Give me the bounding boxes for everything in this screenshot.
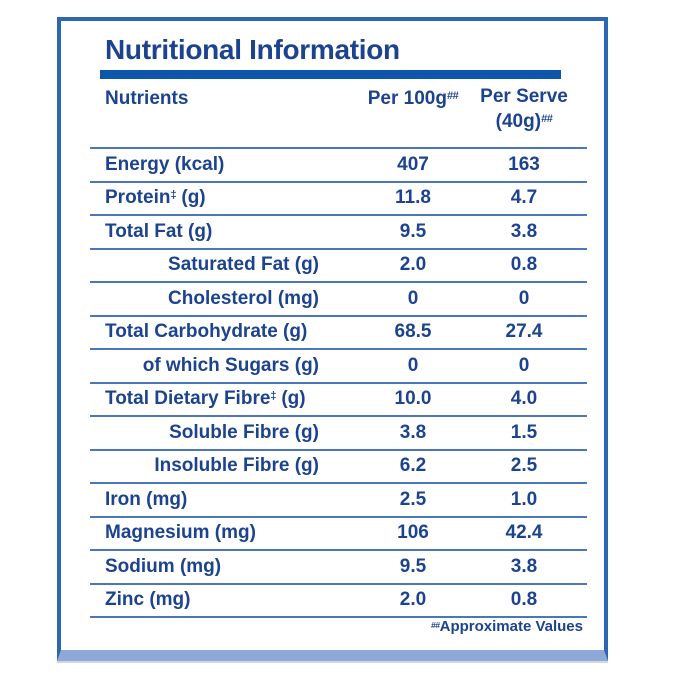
value-per-100g: 3.8	[399, 421, 427, 443]
value-per-100g: 407	[397, 153, 429, 175]
value-per-100g: 9.5	[399, 220, 427, 242]
footnote-text: Approximate Values	[439, 618, 583, 635]
nutrient-name-text: Cholesterol (mg)	[168, 287, 319, 309]
value-per-100g: 10.0	[394, 388, 432, 410]
nutrient-footnote-marker: ‡	[170, 189, 177, 202]
col-header-per-100g: Per 100g##	[355, 85, 471, 110]
nutrient-name: Soluble Fibre (g)	[90, 422, 355, 444]
nutrition-panel: Nutritional Information Nutrients Per 10…	[57, 17, 608, 661]
value-per-serve: 27.4	[505, 321, 543, 343]
value-per-serve: 1.5	[510, 421, 538, 443]
nutrient-name-text: Sodium (mg)	[105, 555, 222, 577]
per-serve-footnote-marker: ##	[541, 113, 553, 125]
nutrient-name: Insoluble Fibre (g)	[90, 455, 355, 477]
value-per-serve: 0.8	[510, 254, 538, 276]
table-row: Saturated Fat (g) 2.0 0.8	[90, 247, 587, 282]
value-per-serve: 1.0	[510, 488, 538, 510]
nutrient-name-text: Zinc (mg)	[105, 589, 191, 611]
panel-title: Nutritional Information	[105, 34, 400, 65]
table-row: Iron (mg) 2.5 1.0	[90, 482, 587, 516]
footnote-marker: ##	[430, 619, 440, 630]
col-header-per-serve-line2: (40g)##	[471, 108, 577, 133]
value-per-serve: 0	[518, 354, 530, 376]
table-row: Soluble Fibre (g) 3.8 1.5	[90, 415, 587, 449]
nutrient-name: Protein‡ (g)	[90, 187, 355, 209]
value-per-100g: 11.8	[395, 187, 431, 209]
table-row: Total Fat (g) 9.5 3.8	[90, 214, 587, 248]
nutrient-name: Magnesium (mg)	[90, 522, 355, 544]
value-per-serve: 4.0	[510, 388, 538, 410]
table-row: Sodium (mg) 9.5 3.8	[90, 549, 587, 583]
nutrient-name-text: Total Fat (g)	[105, 220, 213, 242]
value-per-serve: 3.8	[510, 555, 538, 577]
nutrient-name: Energy (kcal)	[90, 154, 355, 176]
value-per-100g: 9.5	[399, 555, 427, 577]
nutrient-name-text: Total Dietary Fibre	[105, 388, 271, 410]
nutrient-name: Iron (mg)	[90, 489, 355, 511]
nutrient-name: Zinc (mg)	[90, 589, 355, 611]
value-per-serve: 42.4	[505, 522, 543, 544]
col-header-per-serve-line1: Per Serve	[480, 86, 568, 107]
nutrient-name-text: Iron (mg)	[105, 488, 188, 510]
per-serve-amount: (40g)	[495, 110, 542, 132]
nutrient-name: Sodium (mg)	[90, 556, 355, 578]
table-row: Insoluble Fibre (g) 6.2 2.5	[90, 448, 587, 483]
table-header: Nutrients Per 100g## Per Serve (40g)##	[90, 85, 587, 133]
per-100g-footnote-marker: ##	[446, 90, 459, 103]
table-row: Magnesium (mg) 106 42.4	[90, 515, 587, 550]
value-per-100g: 2.5	[399, 488, 427, 510]
value-per-100g: 0	[407, 287, 419, 309]
nutrient-name: Saturated Fat (g)	[90, 254, 355, 276]
col-header-nutrients: Nutrients	[105, 88, 189, 109]
nutrient-footnote-marker: ‡	[270, 390, 277, 403]
value-per-100g: 106	[397, 522, 429, 544]
value-per-100g: 68.5	[394, 321, 432, 343]
table-row: Protein‡ (g) 11.8 4.7	[90, 180, 587, 215]
value-per-100g: 2.0	[399, 254, 427, 276]
nutrient-name-text: Saturated Fat (g)	[168, 254, 319, 276]
nutrient-name-text: Energy (kcal)	[105, 153, 225, 175]
value-per-serve: 3.8	[510, 220, 538, 242]
footnote: ##Approximate Values	[431, 618, 583, 635]
nutrient-name: Total Dietary Fibre‡ (g)	[90, 388, 355, 410]
value-per-serve: 163	[508, 153, 540, 175]
nutrient-name: of which Sugars (g)	[90, 355, 355, 377]
table-row: of which Sugars (g) 0 0	[90, 348, 587, 382]
value-per-serve: 4.7	[510, 187, 538, 209]
table-row: Energy (kcal) 407 163	[90, 147, 587, 181]
nutrient-name-text: Soluble Fibre (g)	[169, 421, 319, 443]
nutrient-unit: (g)	[276, 388, 306, 410]
table-row: Total Dietary Fibre‡ (g) 10.0 4.0	[90, 381, 587, 416]
nutrient-name-text: Total Carbohydrate (g)	[105, 321, 308, 343]
title-underline-bar	[100, 70, 561, 79]
nutrient-name-text: Magnesium (mg)	[105, 522, 256, 544]
nutrient-unit: (g)	[176, 187, 206, 209]
col-header-per-serve: Per Serve (40g)##	[471, 85, 577, 133]
col-header-per-100g-text: Per 100g	[367, 88, 447, 109]
value-per-100g: 2.0	[399, 589, 427, 611]
nutrient-name: Cholesterol (mg)	[90, 288, 355, 310]
table-row: Zinc (mg) 2.0 0.8	[90, 582, 587, 617]
table-row: Cholesterol (mg) 0 0	[90, 281, 587, 315]
value-per-serve: 0.8	[510, 589, 538, 611]
table-body: Energy (kcal) 407 163 Protein‡ (g) 11.8 …	[90, 147, 587, 618]
nutrient-name-text: Protein	[105, 187, 171, 209]
nutrient-name: Total Fat (g)	[90, 221, 355, 243]
value-per-100g: 6.2	[399, 455, 427, 477]
value-per-serve: 0	[518, 287, 530, 309]
nutrient-name: Total Carbohydrate (g)	[90, 321, 355, 343]
value-per-100g: 0	[407, 354, 419, 376]
nutrient-name-text: Insoluble Fibre (g)	[154, 455, 319, 477]
nutrient-name-text: of which Sugars (g)	[142, 354, 319, 376]
table-row: Total Carbohydrate (g) 68.5 27.4	[90, 314, 587, 349]
value-per-serve: 2.5	[510, 455, 538, 477]
